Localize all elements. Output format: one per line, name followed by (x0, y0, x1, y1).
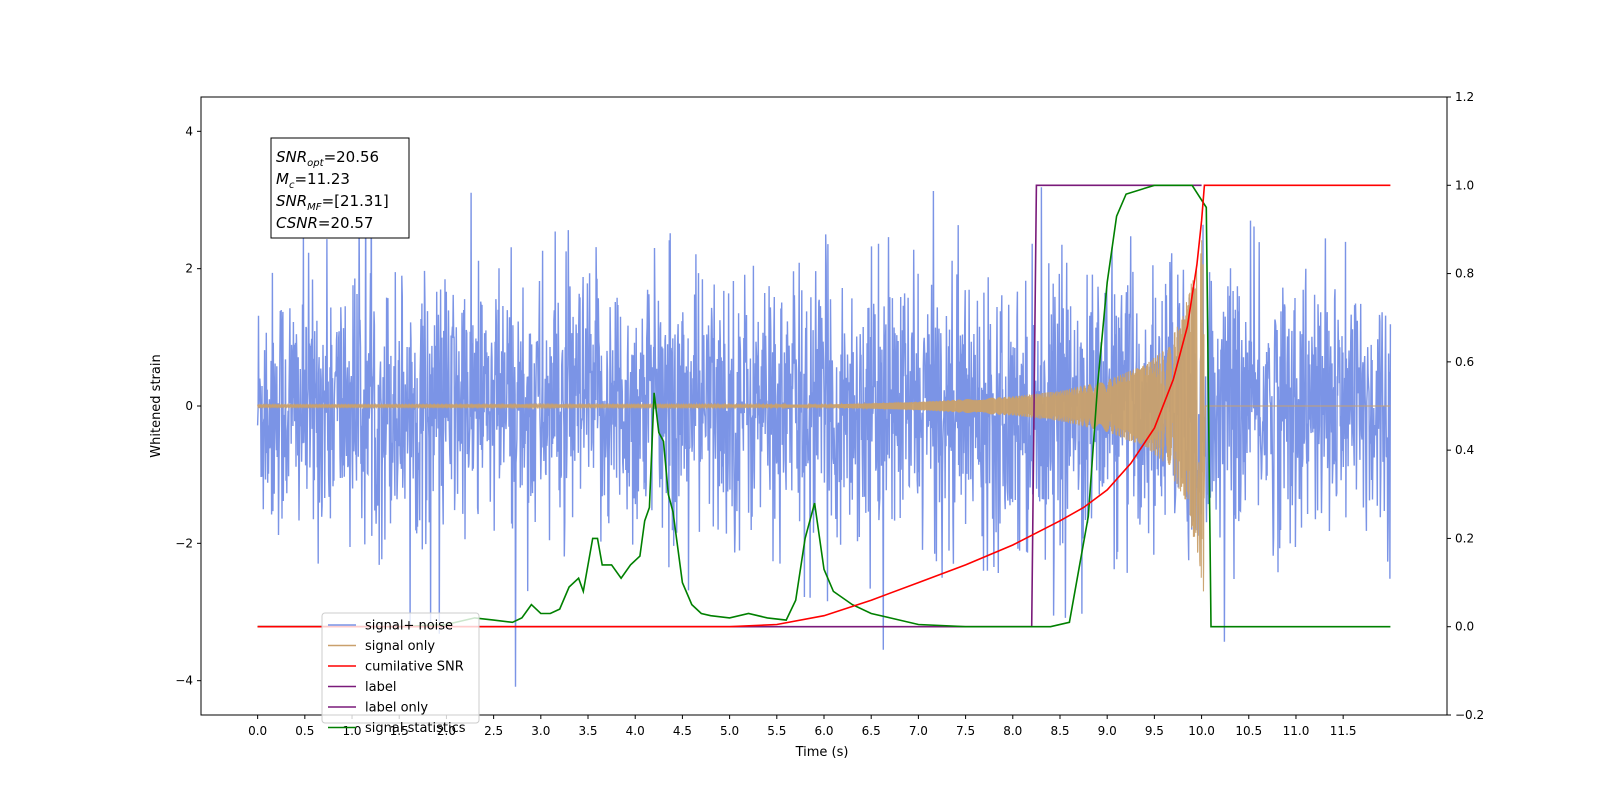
y-tick-label: 0 (185, 399, 193, 413)
x-tick-label: 8.0 (1003, 724, 1022, 738)
x-tick-label: 0.0 (248, 724, 267, 738)
legend-frame (321, 612, 480, 724)
x-tick-label: 1.0 (342, 724, 361, 738)
x-tick-label: 3.0 (531, 724, 550, 738)
x-tick-label: 0.5 (295, 724, 314, 738)
y2-tick-label: 1.0 (1455, 178, 1474, 192)
plot-area (256, 156, 1392, 687)
x-tick-label: 11.5 (1330, 724, 1357, 738)
y2-tick-label: 0.2 (1455, 531, 1474, 545)
x-tick-label: 4.0 (626, 724, 645, 738)
y2-tick-label: 1.2 (1455, 90, 1474, 104)
legend: signal+ noise signal only cumilative SNR la… (321, 612, 480, 736)
x-tick-label: 10.0 (1188, 724, 1215, 738)
y-tick-label: −2 (175, 536, 193, 550)
legend-label: label only (365, 701, 428, 716)
y2-tick-label: 0.0 (1455, 620, 1474, 634)
x-tick-label: 9.0 (1098, 724, 1117, 738)
annotation-line: SNRopt=20.56 (276, 148, 379, 169)
y-tick-label: 4 (185, 124, 193, 138)
y-axis-right: −0.2 0.0 0.2 0.4 0.6 0.8 1.0 1.2 (1447, 90, 1484, 722)
annotation-line: CSNR=20.57 (276, 214, 373, 232)
y-tick-label: −4 (175, 674, 193, 688)
y2-tick-label: 0.8 (1455, 267, 1474, 281)
annotation-line: Mc=11.23 (276, 170, 350, 191)
y-axis-label: Whitened strain (149, 354, 164, 457)
x-tick-label: 8.5 (1050, 724, 1069, 738)
x-tick-label: 7.0 (909, 724, 928, 738)
x-tick-label: 9.5 (1145, 724, 1164, 738)
legend-label: label (365, 680, 396, 695)
y-axis-left: −4 −2 0 2 4 (175, 124, 201, 688)
x-tick-label: 6.0 (814, 724, 833, 738)
legend-label: cumilative SNR (365, 660, 464, 675)
y-tick-label: 2 (185, 262, 193, 276)
legend-label: signal statistics (365, 721, 466, 736)
series-signal-statistics-line (257, 184, 1391, 628)
annotation-line: SNRMF=[21.31] (276, 192, 389, 213)
series-signal-only-line (257, 240, 1391, 592)
x-tick-label: 1.5 (390, 724, 409, 738)
series-cumulative-snr-line (257, 184, 1391, 628)
y2-tick-label: 0.6 (1455, 355, 1474, 369)
annotation-frame (270, 137, 410, 239)
legend-label: signal+ noise (365, 619, 453, 634)
legend-label: signal only (365, 639, 435, 654)
x-tick-label: 7.5 (956, 724, 975, 738)
x-tick-label: 2.0 (437, 724, 456, 738)
x-tick-label: 4.5 (673, 724, 692, 738)
x-tick-label: 5.5 (767, 724, 786, 738)
x-tick-label: 3.5 (578, 724, 597, 738)
x-tick-label: 6.5 (862, 724, 881, 738)
y2-tick-label: 0.4 (1455, 443, 1474, 457)
x-tick-label: 2.5 (484, 724, 503, 738)
x-tick-label: 10.5 (1235, 724, 1262, 738)
x-tick-label: 5.0 (720, 724, 739, 738)
x-axis-label: Time (s) (795, 745, 849, 760)
x-axis: 0.0 0.5 1.0 1.5 2.0 2.5 3.0 3.5 4.0 4.5 5.0 5.5 6.0 6… (248, 715, 1357, 738)
y2-tick-label: −0.2 (1455, 708, 1484, 722)
annotation-box: SNRopt=20.56Mc=11.23SNRMF=[21.31]CSNR=20… (270, 137, 410, 239)
x-tick-label: 11.0 (1283, 724, 1310, 738)
